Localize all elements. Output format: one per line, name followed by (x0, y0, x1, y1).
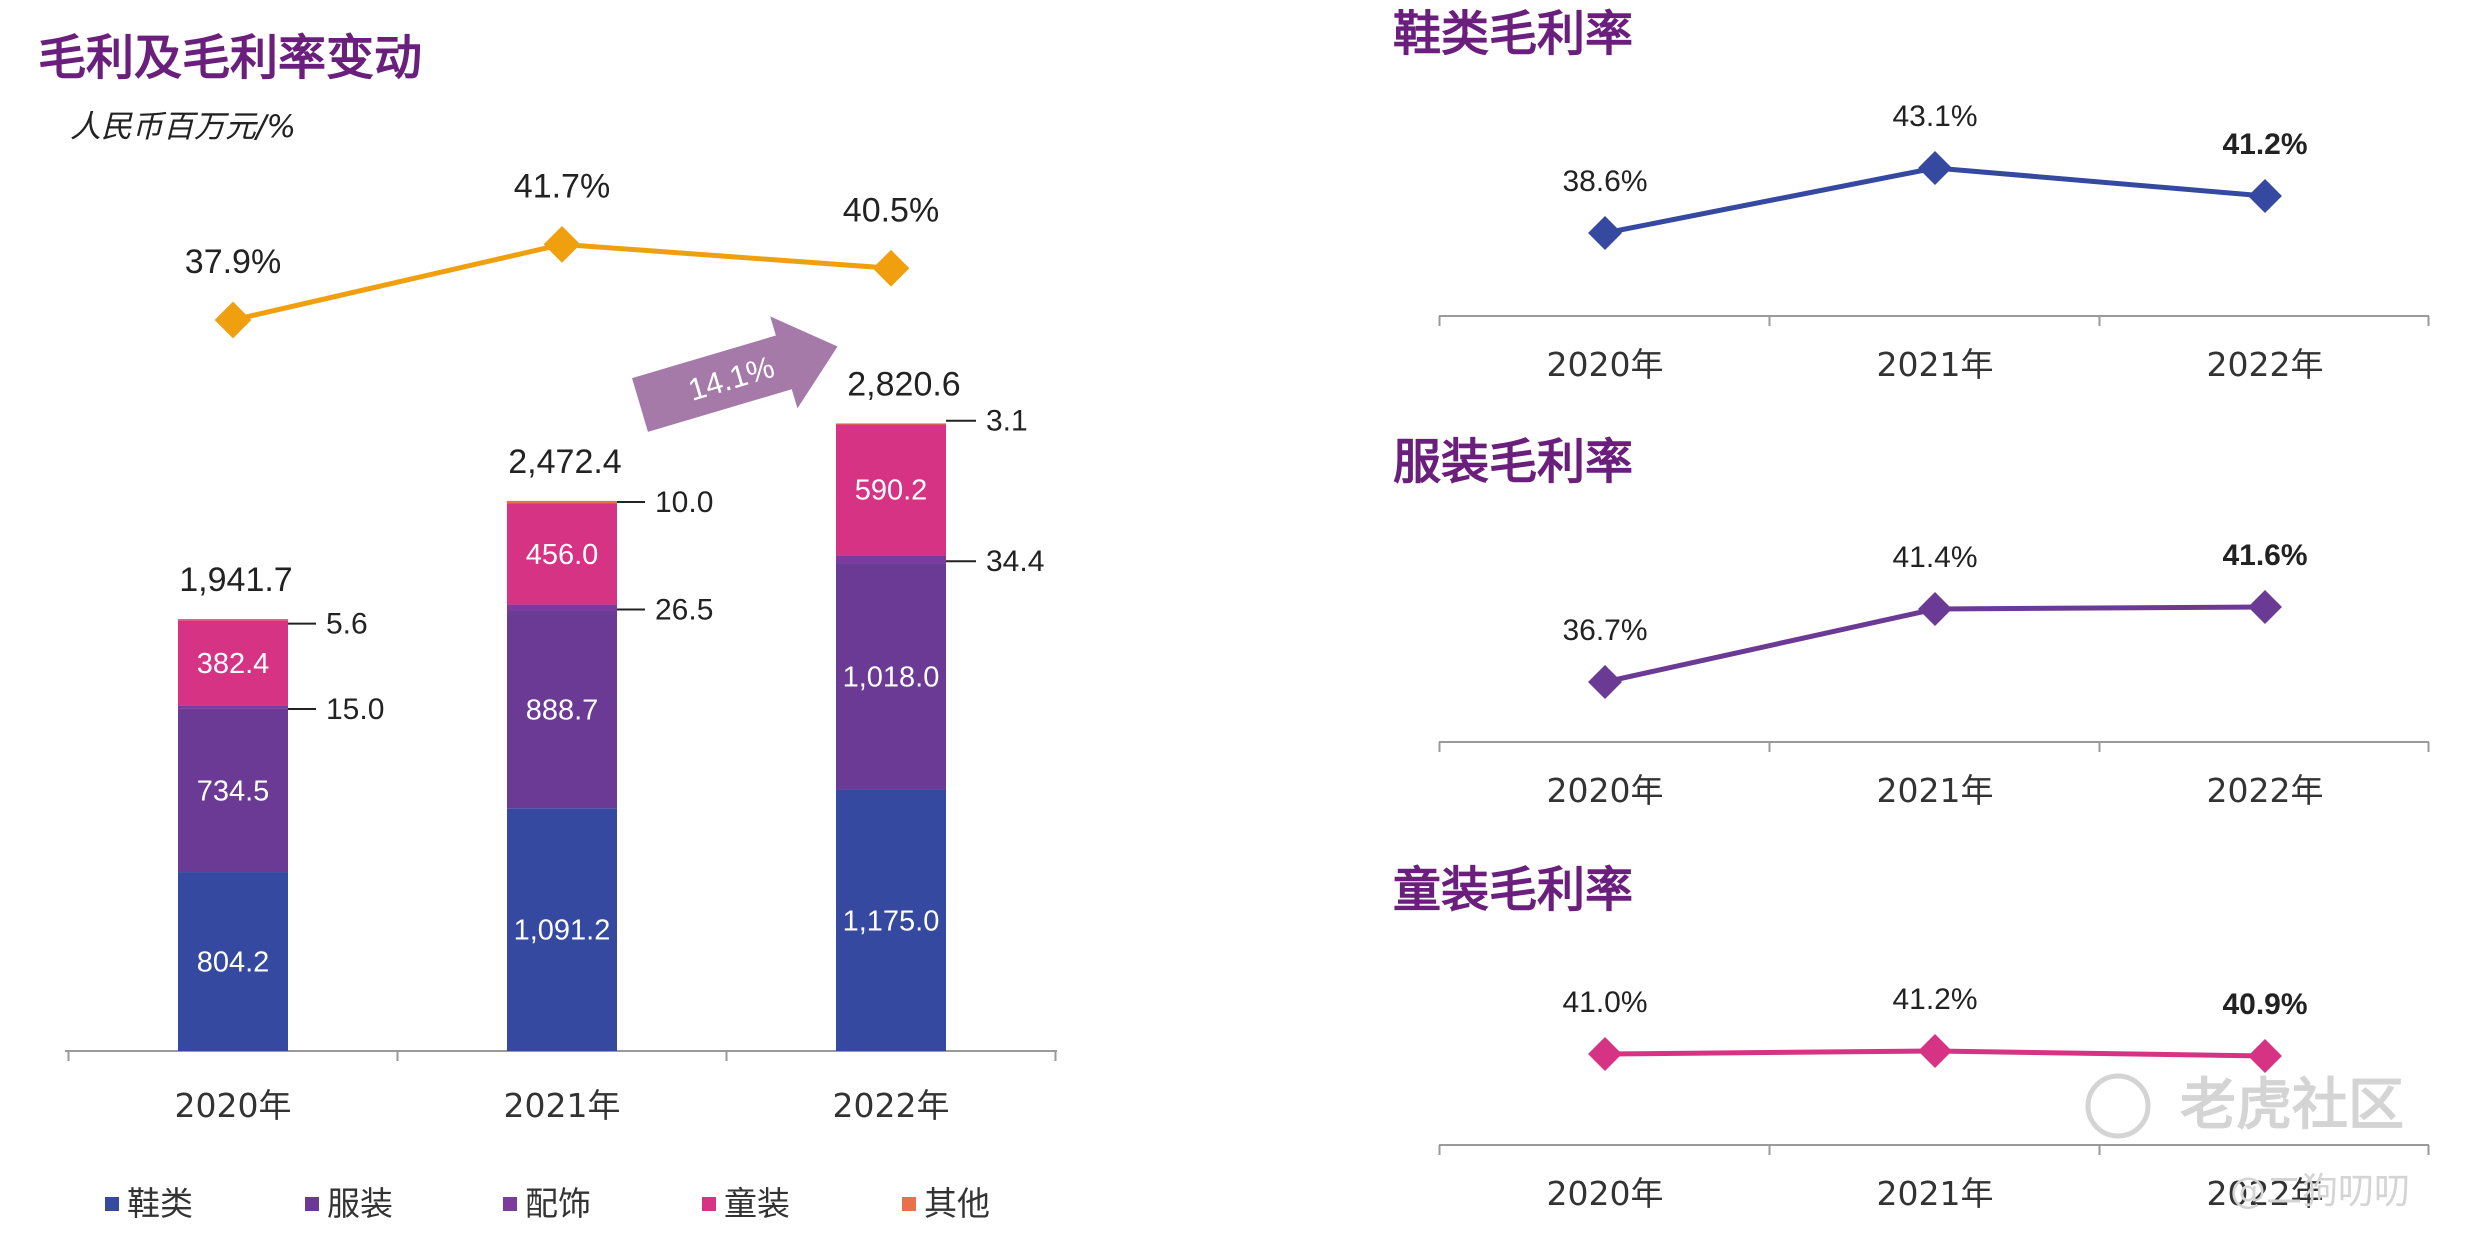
bar-value-label: 1,091.2 (514, 915, 611, 947)
x-tick-label: 2020年 (1547, 345, 1664, 384)
side-value-label: 5.6 (326, 608, 368, 641)
margin-label: 37.9% (185, 243, 281, 281)
bar-segment (507, 808, 617, 1051)
legend: 鞋类 服装 配饰 童装 其他 (105, 1184, 990, 1223)
bar-value-label: 590.2 (855, 475, 928, 507)
bar-value-label: 888.7 (526, 694, 599, 726)
panel-title: 服装毛利率 (1393, 434, 1633, 490)
bar-value-label: 804.2 (197, 947, 270, 979)
margin-label: 41.7% (514, 167, 610, 205)
rate-point (2248, 590, 2282, 624)
rate-point (1918, 592, 1952, 626)
growth-arrow-icon: 14.1% (632, 316, 838, 432)
bar-total-label: 2,472.4 (508, 443, 621, 481)
margin-point (872, 249, 910, 287)
bar-segment (178, 872, 288, 1051)
x-tick-label: 2020年 (1547, 1174, 1664, 1213)
legend-swatch (105, 1197, 119, 1211)
panel-title: 鞋类毛利率 (1393, 6, 1633, 62)
main-chart-title: 毛利及毛利率变动 (38, 30, 422, 86)
rate-point (1918, 151, 1952, 185)
legend-swatch (702, 1197, 716, 1211)
rate-label: 41.6% (2222, 539, 2307, 572)
legend-label: 鞋类 (127, 1184, 193, 1223)
rate-label: 41.2% (1892, 983, 1977, 1016)
x-tick-label: 2022年 (2207, 771, 2324, 810)
rate-point (2248, 1039, 2282, 1073)
main-chart-subtitle: 人民币百万元/% (70, 109, 296, 145)
bar-total-label: 1,941.7 (179, 561, 292, 599)
x-tick-label: 2021年 (504, 1086, 621, 1125)
x-tick-label: 2021年 (1877, 1174, 1994, 1213)
legend-swatch (902, 1197, 916, 1211)
rate-label: 38.6% (1562, 165, 1647, 198)
bar-segment (178, 708, 288, 873)
panel-title: 童装毛利率 (1393, 862, 1633, 918)
bar-segment (178, 705, 288, 709)
bar-segment (836, 789, 946, 1051)
rate-point (1588, 216, 1622, 250)
x-tick-label: 2022年 (2207, 1174, 2324, 1213)
rate-point (1588, 665, 1622, 699)
bar-value-label: 734.5 (197, 775, 270, 807)
x-tick-label: 2021年 (1877, 771, 1994, 810)
watermark-brand: 老虎社区 (2180, 1073, 2404, 1138)
bar-segment (507, 604, 617, 611)
bar-segment (836, 563, 946, 790)
main-stacked-bar-chart: 毛利及毛利率变动 人民币百万元/% 804.2 734.5 382.4 15.0 5.6… (38, 30, 1057, 1223)
line-chart-panel: 童装毛利率 41.0% 2020年 41.2% 2021年 40.9% 2022年 (1393, 862, 2430, 1213)
side-value-label: 15.0 (326, 693, 384, 726)
bar-segment (507, 503, 617, 605)
watermark: 老虎社区 @二狗叨叨 (2085, 1073, 2410, 1212)
side-value-label: 10.0 (655, 486, 713, 519)
x-tick-label: 2021年 (1877, 345, 1994, 384)
bar-value-label: 382.4 (197, 648, 270, 680)
rate-label: 41.0% (1562, 986, 1647, 1019)
legend-label: 配饰 (525, 1184, 591, 1223)
x-tick-label: 2022年 (833, 1086, 950, 1125)
bar-total-label: 2,820.6 (847, 365, 960, 403)
rate-label: 41.4% (1892, 541, 1977, 574)
legend-swatch (503, 1197, 517, 1211)
bar-segment (836, 555, 946, 564)
side-value-label: 26.5 (655, 594, 713, 627)
bar-segment (836, 424, 946, 556)
line-chart-panel: 服装毛利率 36.7% 2020年 41.4% 2021年 41.6% 2022年 (1393, 434, 2430, 810)
x-tick-label: 2020年 (1547, 771, 1664, 810)
bar-segment (178, 620, 288, 706)
margin-point (214, 301, 252, 339)
rate-point (1918, 1034, 1952, 1068)
rate-point (2248, 179, 2282, 213)
watermark-logo-icon (2085, 1073, 2151, 1139)
legend-label: 服装 (327, 1184, 393, 1223)
rate-label: 40.9% (2222, 988, 2307, 1021)
bar-segment (507, 610, 617, 809)
side-value-label: 34.4 (986, 545, 1044, 578)
growth-arrow-shape (632, 316, 838, 432)
legend-label: 童装 (724, 1184, 790, 1223)
margin-point (543, 225, 581, 263)
rate-label: 36.7% (1562, 614, 1647, 647)
bar-value-label: 1,018.0 (843, 661, 940, 693)
bar-value-label: 456.0 (526, 539, 599, 571)
side-value-label: 3.1 (986, 405, 1028, 438)
bar-segment (507, 500, 617, 504)
watermark-user: @二狗叨叨 (2230, 1171, 2410, 1212)
legend-swatch (305, 1197, 319, 1211)
x-tick-label: 2022年 (2207, 345, 2324, 384)
bar-segment (178, 618, 288, 621)
rate-label: 43.1% (1892, 100, 1977, 133)
line-chart-panel: 鞋类毛利率 38.6% 2020年 43.1% 2021年 41.2% 2022年 (1393, 6, 2430, 384)
margin-label: 40.5% (843, 191, 939, 229)
rate-label: 41.2% (2222, 128, 2307, 161)
rate-point (1588, 1037, 1622, 1071)
bar-value-label: 1,175.0 (843, 905, 940, 937)
legend-label: 其他 (924, 1184, 990, 1223)
bar-segment (836, 423, 946, 425)
x-tick-label: 2020年 (175, 1086, 292, 1125)
